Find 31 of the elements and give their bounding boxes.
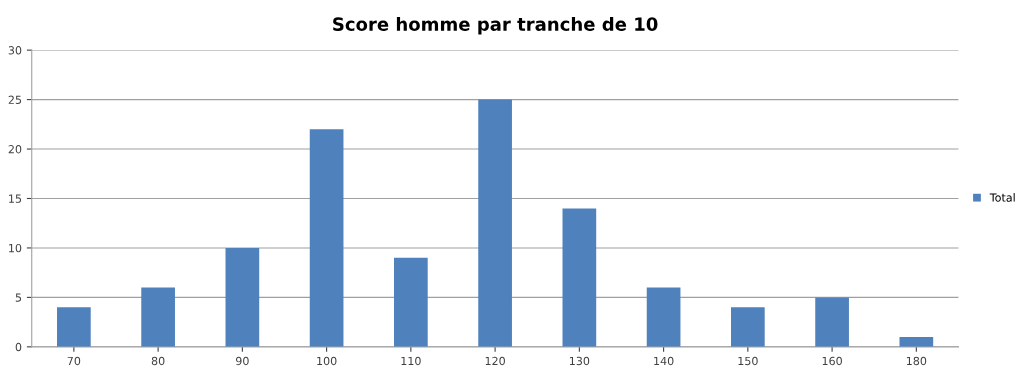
bar	[309, 129, 344, 347]
y-tick-label: 5	[15, 293, 22, 302]
y-tick-label: 0	[15, 342, 22, 352]
x-tick-label: 160	[822, 356, 842, 366]
y-tick-label: 25	[8, 95, 22, 104]
x-tick-label: 110	[401, 356, 421, 366]
bar	[815, 297, 849, 347]
y-tick-label: 20	[8, 145, 22, 154]
legend-label: Total	[989, 193, 1015, 202]
chart-title: Score homme par tranche de 10	[333, 16, 658, 35]
x-tick-label: 120	[485, 356, 505, 366]
x-tick-label: 70	[67, 356, 81, 366]
x-tick-label: 150	[738, 356, 758, 366]
bar	[899, 336, 934, 347]
bar	[57, 307, 91, 347]
x-tick-label: 140	[654, 356, 674, 366]
x-tick-label: 130	[569, 356, 590, 366]
bar	[141, 287, 175, 347]
bar	[646, 287, 681, 347]
bar	[731, 307, 765, 347]
bar	[225, 247, 260, 347]
y-tick-label: 10	[9, 243, 22, 253]
bar	[478, 99, 512, 347]
x-tick-label: 180	[906, 356, 927, 366]
bar	[562, 208, 597, 347]
x-tick-label: 100	[317, 356, 337, 366]
y-tick-label: 15	[9, 194, 22, 203]
bar	[394, 257, 428, 347]
x-tick-label: 80	[151, 356, 165, 366]
y-tick-label: 30	[8, 46, 22, 55]
x-tick-label: 90	[235, 356, 249, 366]
